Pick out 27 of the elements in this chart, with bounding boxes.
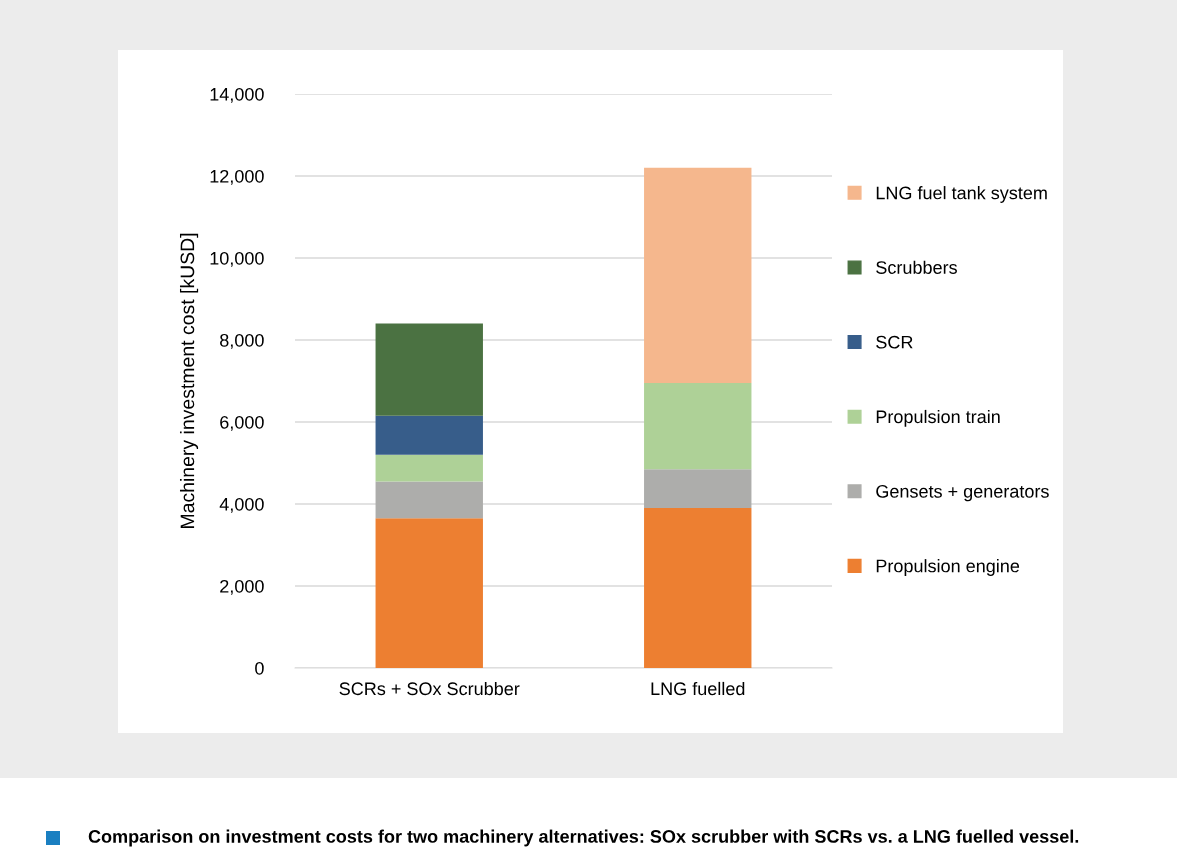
bar: [375, 415, 483, 455]
legend-label: Propulsion train: [876, 409, 1000, 427]
bar: [644, 383, 752, 470]
y-tick-label: 4,000: [219, 497, 264, 513]
bar: [375, 454, 483, 482]
y-tick-label: 12,000: [210, 169, 264, 185]
y-tick-label: 14,000: [210, 87, 264, 103]
bar: [644, 167, 752, 384]
legend-label: Scrubbers: [876, 260, 957, 274]
legend-label: Gensets + generators: [876, 484, 1049, 502]
text: Comparison on investment costs for two machinery alternatives: SOx scrubber with SCRs vs. a LNG fuelled vessel.: [88, 829, 1079, 847]
legend-label: SCR: [876, 335, 913, 349]
bar: [375, 518, 483, 668]
x-tick-label: LNG fuelled: [651, 681, 745, 696]
x-tick-label: SCRs + SOx Scrubber: [339, 681, 520, 696]
y-tick-label: 10,000: [210, 251, 264, 267]
bar: [644, 508, 752, 668]
legend-label: LNG fuel tank system: [876, 186, 1047, 203]
bar: [375, 323, 483, 416]
bar: [644, 469, 752, 509]
y-tick-label: 2,000: [220, 579, 264, 595]
y-axis-title: Machinery investment cost [kUSD]: [179, 233, 199, 528]
y-tick-label: 8,000: [220, 333, 264, 349]
bar: [375, 481, 483, 519]
legend-label: Propulsion engine: [876, 559, 1020, 576]
y-tick-label: 6,000: [220, 415, 264, 431]
y-tick-label: 0: [255, 661, 264, 675]
